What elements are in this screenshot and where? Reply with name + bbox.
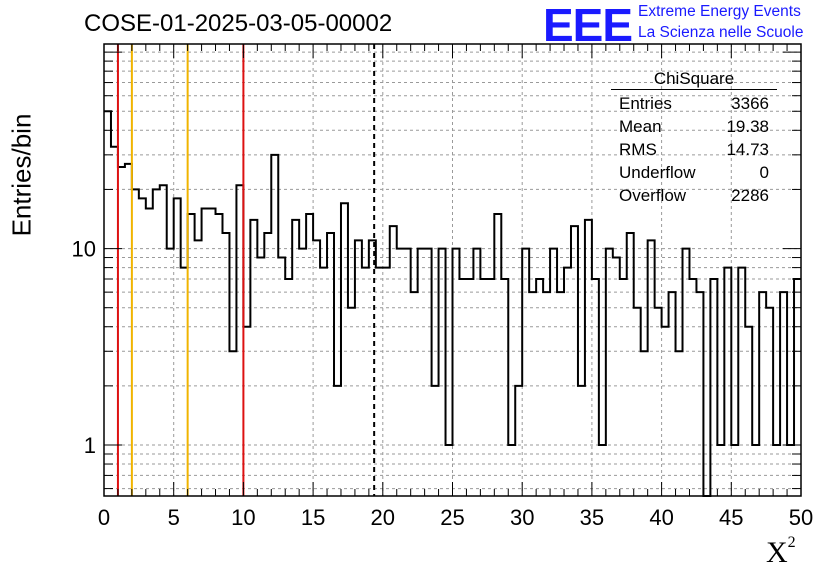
stats-row-mean: Mean 19.38 [611,115,777,138]
stats-label: Overflow [619,186,687,205]
stats-value: 0 [759,163,769,182]
x-tick-label: 35 [580,505,604,530]
stats-label: Mean [619,117,662,136]
x-tick-label: 50 [789,505,813,530]
x-tick-label: 45 [719,505,743,530]
x-tick-label: 15 [301,505,325,530]
x-tick-label: 40 [649,505,673,530]
stats-rows: Entries 3366 Mean 19.38 RMS 14.73 Underflow 0 Ov… [611,92,777,207]
x-tick-label: 20 [371,505,395,530]
logo-line-2: La Scienza nelle Scuole [638,24,804,41]
x-tick-label: 0 [98,505,110,530]
x-tick-label: 30 [510,505,534,530]
stats-label: Underflow [619,163,696,182]
chart-title: COSE-01-2025-03-05-00002 [84,10,393,37]
stats-label: Entries [619,94,672,113]
x-tick-label: 10 [231,505,255,530]
x-axis-label: X2 [766,534,796,570]
histogram-series [104,110,801,497]
y-tick-label: 10 [72,237,96,262]
stats-value: 3366 [731,94,769,113]
stats-box: ChiSquare Entries 3366 Mean 19.38 RMS 14.73 Un… [611,68,777,207]
y-axis-label-wrap: Entries/bin [2,110,42,240]
stats-value: 14.73 [726,140,769,159]
stats-row-overflow: Overflow 2286 [611,184,777,207]
stats-row-rms: RMS 14.73 [611,138,777,161]
stats-value: 2286 [731,186,769,205]
logo-line-1: Extreme Energy Events [638,3,801,20]
stats-row-entries: Entries 3366 [611,92,777,115]
eee-logo: EEE [543,0,633,51]
x-axis-label-superscript: 2 [787,534,796,551]
stats-value: 19.38 [726,117,769,136]
stats-label: RMS [619,140,657,159]
x-tick-label: 25 [440,505,464,530]
stats-title: ChiSquare [611,68,777,90]
x-tick-label: 5 [168,505,180,530]
y-axis-label: Entries/bin [6,113,37,237]
x-axis-label-text: X [766,536,788,569]
stats-row-underflow: Underflow 0 [611,161,777,184]
y-tick-label: 1 [84,433,96,458]
